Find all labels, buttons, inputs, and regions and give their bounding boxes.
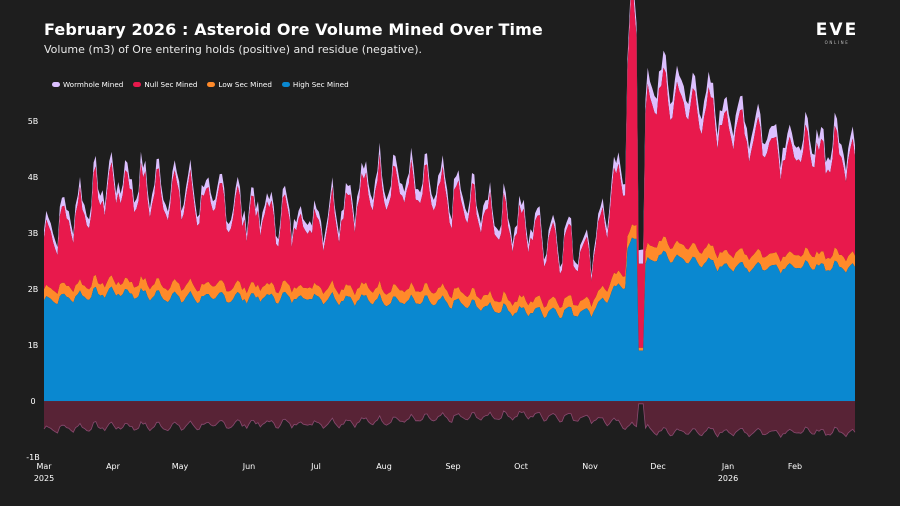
eve-online-logo: EVE ONLINE (810, 20, 864, 46)
legend-label-null-sec: Null Sec Mined (144, 80, 198, 89)
x-tick-label: Feb (788, 462, 802, 471)
chart-title: February 2026 : Asteroid Ore Volume Mine… (44, 20, 543, 39)
y-tick-label: 2B (28, 285, 39, 294)
x-tick-label: May (172, 462, 189, 471)
y-tick-label: 0 (30, 397, 35, 406)
legend-swatch-null-sec (133, 82, 142, 87)
y-tick-label: 5B (28, 117, 39, 126)
x-tick-label: Jul (310, 462, 321, 471)
series-null-sec-area (44, 0, 855, 348)
legend-label-low-sec: Low Sec Mined (218, 80, 272, 89)
y-tick-label: 1B (28, 341, 39, 350)
y-tick-label: 3B (28, 229, 39, 238)
y-tick-label: -1B (26, 453, 39, 462)
legend-label-high-sec: High Sec Mined (292, 80, 349, 89)
x-tick-sublabel: 2025 (34, 474, 54, 483)
series-high-sec-area (44, 237, 855, 401)
x-tick-sublabel: 2026 (718, 474, 738, 483)
x-tick-label: Mar (36, 462, 52, 471)
legend-item-wormhole: Wormhole Mined (52, 80, 123, 89)
chart-subtitle: Volume (m3) of Ore entering holds (posit… (44, 43, 422, 56)
x-tick-label: Oct (514, 462, 528, 471)
y-tick-label: 4B (28, 173, 39, 182)
legend-swatch-wormhole (52, 82, 60, 87)
x-tick-label: Dec (650, 462, 665, 471)
series-low-sec-area (44, 224, 855, 351)
legend-item-high-sec: High Sec Mined (281, 80, 349, 89)
legend-item-null-sec: Null Sec Mined (133, 80, 197, 89)
legend-label-wormhole: Wormhole Mined (63, 80, 124, 89)
chart-legend: Wormhole Mined Null Sec Mined Low Sec Mi… (52, 80, 349, 89)
x-tick-label: Nov (582, 462, 598, 471)
x-tick-label: Sep (445, 462, 460, 471)
series-residue-line (43, 403, 856, 439)
logo-subtext: ONLINE (824, 40, 850, 45)
series-residue-area (44, 401, 855, 438)
x-tick-label: Jun (242, 462, 256, 471)
x-tick-label: Apr (106, 462, 121, 471)
legend-item-low-sec: Low Sec Mined (207, 80, 272, 89)
x-tick-label: Aug (376, 462, 392, 471)
x-tick-label: Jan (721, 462, 734, 471)
legend-swatch-low-sec (207, 82, 216, 87)
legend-swatch-high-sec (281, 82, 290, 87)
logo-text: EVE (815, 20, 859, 40)
